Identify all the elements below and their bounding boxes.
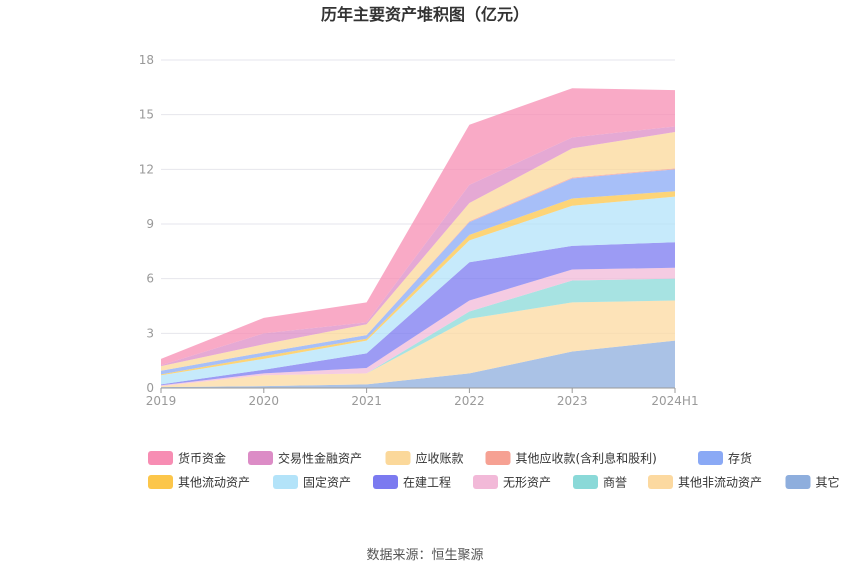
legend-item[interactable]: 存货 — [698, 451, 752, 466]
y-tick-label: 3 — [146, 326, 154, 340]
area-series-4 — [161, 242, 675, 386]
x-tick-label: 2020 — [249, 394, 280, 408]
legend-item[interactable]: 其它 — [785, 475, 840, 490]
x-tick-label: 2024H1 — [651, 394, 698, 408]
legend-item[interactable]: 其他流动资产 — [148, 475, 250, 490]
x-tick-label: 2019 — [146, 394, 177, 408]
x-tick-label: 2023 — [557, 394, 588, 408]
legend-swatch — [648, 475, 673, 489]
legend-label: 商誉 — [603, 475, 627, 490]
legend-item[interactable]: 无形资产 — [473, 475, 551, 490]
legend-swatch — [385, 451, 411, 465]
area-series-0 — [161, 340, 675, 388]
legend-label: 其它 — [816, 475, 840, 490]
area-series-11 — [161, 88, 675, 366]
legend-item[interactable]: 在建工程 — [373, 475, 451, 490]
legend-swatch — [273, 475, 298, 489]
legend-label: 其他流动资产 — [178, 476, 250, 490]
x-tick-label: 2022 — [454, 394, 485, 408]
legend-label: 固定资产 — [303, 475, 351, 490]
legend-swatch — [473, 475, 498, 489]
legend-label: 其他非流动资产 — [678, 476, 762, 490]
area-series-2 — [161, 278, 675, 387]
legend-swatch — [485, 451, 511, 465]
data-source: 数据来源：恒生聚源 — [366, 548, 483, 563]
y-tick-label: 15 — [139, 108, 154, 122]
legend-label: 无形资产 — [503, 476, 551, 490]
legend-item[interactable]: 其他非流动资产 — [648, 475, 762, 490]
legend-swatch — [148, 475, 173, 489]
area-series-9 — [161, 131, 675, 371]
y-tick-label: 0 — [146, 381, 154, 395]
area-series — [161, 88, 675, 388]
legend-swatch — [698, 451, 723, 465]
legend-swatch — [785, 475, 811, 489]
legend-label: 其他应收款(含利息和股利) — [516, 451, 657, 466]
legend-item[interactable]: 固定资产 — [273, 475, 351, 490]
legend-swatch — [573, 475, 598, 489]
legend-label: 应收账款 — [416, 451, 464, 466]
legend-item[interactable]: 货币资金 — [148, 451, 226, 466]
legend-swatch — [248, 451, 273, 465]
axes: 2019 2020 2021 2022 2023 2024H1 — [146, 387, 699, 408]
legend-swatch — [148, 451, 173, 465]
legend-label: 货币资金 — [178, 451, 226, 466]
legend-item[interactable]: 应收账款 — [385, 451, 464, 466]
y-tick-label: 9 — [146, 217, 154, 231]
legend-label: 存货 — [728, 451, 752, 466]
x-tick-label: 2021 — [351, 394, 382, 408]
legend-swatch — [373, 475, 398, 489]
legend-label: 交易性金融资产 — [278, 451, 362, 466]
y-tick-label: 6 — [146, 272, 154, 286]
y-tick-label: 18 — [139, 53, 154, 67]
y-tick-label: 12 — [139, 162, 154, 176]
legend-item[interactable]: 交易性金融资产 — [248, 451, 362, 466]
chart-title: 历年主要资产堆积图（亿元） — [321, 5, 529, 24]
legend-item[interactable]: 商誉 — [573, 475, 627, 490]
area-series-1 — [161, 300, 675, 388]
legend-label: 在建工程 — [403, 475, 451, 490]
legend-item[interactable]: 其他应收款(含利息和股利) — [485, 451, 657, 466]
area-series-7 — [161, 169, 675, 375]
